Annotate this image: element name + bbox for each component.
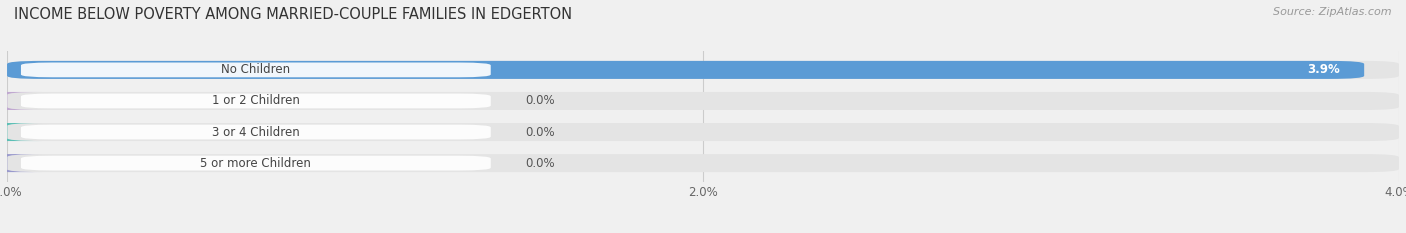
FancyBboxPatch shape	[0, 154, 42, 172]
Text: 5 or more Children: 5 or more Children	[201, 157, 311, 170]
FancyBboxPatch shape	[21, 156, 491, 171]
FancyBboxPatch shape	[21, 62, 491, 77]
FancyBboxPatch shape	[0, 92, 42, 110]
FancyBboxPatch shape	[21, 94, 491, 108]
Text: Source: ZipAtlas.com: Source: ZipAtlas.com	[1274, 7, 1392, 17]
Text: 1 or 2 Children: 1 or 2 Children	[212, 94, 299, 107]
FancyBboxPatch shape	[21, 125, 491, 139]
Text: 3 or 4 Children: 3 or 4 Children	[212, 126, 299, 139]
FancyBboxPatch shape	[0, 123, 42, 141]
FancyBboxPatch shape	[7, 123, 1399, 141]
Text: 0.0%: 0.0%	[526, 157, 555, 170]
Text: 0.0%: 0.0%	[526, 126, 555, 139]
Text: INCOME BELOW POVERTY AMONG MARRIED-COUPLE FAMILIES IN EDGERTON: INCOME BELOW POVERTY AMONG MARRIED-COUPL…	[14, 7, 572, 22]
FancyBboxPatch shape	[7, 154, 1399, 172]
Text: No Children: No Children	[221, 63, 291, 76]
FancyBboxPatch shape	[7, 61, 1399, 79]
Text: 3.9%: 3.9%	[1308, 63, 1340, 76]
Text: 0.0%: 0.0%	[526, 94, 555, 107]
FancyBboxPatch shape	[7, 92, 1399, 110]
FancyBboxPatch shape	[7, 61, 1364, 79]
